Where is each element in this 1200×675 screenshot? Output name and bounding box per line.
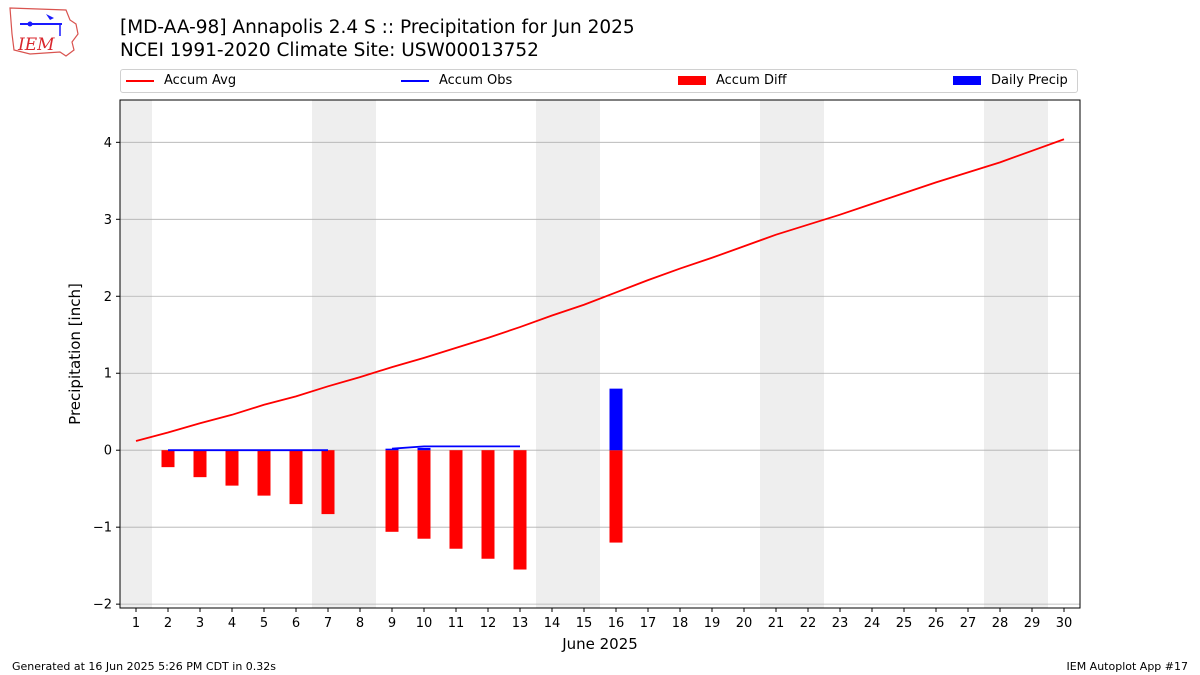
accum-diff-bar-day-2 <box>161 450 175 468</box>
logo-text: IEM <box>17 35 55 55</box>
legend-item-accum-diff: Accum Diff <box>678 73 787 91</box>
daily-precip-bar-day-16 <box>609 388 623 451</box>
x-tick-label-4: 4 <box>228 616 236 631</box>
x-tick-label-3: 3 <box>196 616 204 631</box>
x-tick-label-18: 18 <box>672 616 689 631</box>
accum-avg-line <box>135 138 1065 442</box>
x-tick-label-12: 12 <box>480 616 497 631</box>
x-tick-label-7: 7 <box>324 616 332 631</box>
x-tick-label-2: 2 <box>164 616 172 631</box>
x-tick-label-28: 28 <box>992 616 1009 631</box>
legend-label-accum-obs: Accum Obs <box>439 73 513 88</box>
weekend-band-1 <box>312 100 376 608</box>
daily-precip-bar-day-9 <box>385 448 399 451</box>
accum-diff-bar-day-10 <box>417 450 431 539</box>
accum-diff-bar-day-4 <box>225 450 239 486</box>
y-tick-label-0: −2 <box>93 598 112 613</box>
chart-title: [MD-AA-98] Annapolis 2.4 S :: Precipitat… <box>120 17 635 38</box>
x-tick-label-25: 25 <box>896 616 913 631</box>
iowa-outline-shape <box>9 7 79 57</box>
x-tick-label-14: 14 <box>544 616 561 631</box>
y-tick-label-3: 1 <box>104 367 112 382</box>
generated-footer: Generated at 16 Jun 2025 5:26 PM CDT in … <box>12 660 277 673</box>
x-tick-label-19: 19 <box>704 616 721 631</box>
legend-label-accum-avg: Accum Avg <box>164 73 237 88</box>
daily-precip-bar-day-10 <box>417 447 431 451</box>
x-tick-label-10: 10 <box>416 616 433 631</box>
y-tick-label-2: 0 <box>104 444 112 459</box>
accum-diff-bar-day-13 <box>513 450 527 570</box>
x-tick-label-27: 27 <box>960 616 977 631</box>
weekend-band-0 <box>120 100 152 608</box>
legend-swatch-daily-precip <box>953 76 981 85</box>
x-tick-label-22: 22 <box>800 616 817 631</box>
x-tick-label-1: 1 <box>132 616 140 631</box>
x-tick-label-23: 23 <box>832 616 849 631</box>
accum-diff-bar-day-12 <box>481 450 495 559</box>
legend-label-daily-precip: Daily Precip <box>991 73 1068 88</box>
x-tick-label-17: 17 <box>640 616 657 631</box>
y-axis-label: Precipitation [inch] <box>66 283 84 425</box>
legend-item-daily-precip: Daily Precip <box>953 73 1068 91</box>
chart-legend: Accum Avg Accum Obs Accum Diff Daily Pre… <box>120 69 1078 93</box>
x-tick-label-9: 9 <box>388 616 396 631</box>
accum-diff-bar-day-6 <box>289 450 303 505</box>
accum-obs-line-segment-1 <box>391 445 520 450</box>
y-tick-label-6: 4 <box>104 136 112 151</box>
y-tick-label-5: 3 <box>104 213 112 228</box>
x-tick-label-29: 29 <box>1024 616 1041 631</box>
x-tick-label-11: 11 <box>448 616 465 631</box>
x-tick-label-15: 15 <box>576 616 593 631</box>
legend-swatch-accum-diff <box>678 76 706 85</box>
y-tick-label-4: 2 <box>104 290 112 305</box>
x-tick-label-6: 6 <box>292 616 300 631</box>
legend-item-accum-avg: Accum Avg <box>126 73 236 91</box>
x-tick-label-30: 30 <box>1056 616 1073 631</box>
accum-diff-bar-day-5 <box>257 450 271 496</box>
x-tick-label-16: 16 <box>608 616 625 631</box>
x-tick-label-21: 21 <box>768 616 785 631</box>
legend-label-accum-diff: Accum Diff <box>716 73 787 88</box>
x-axis-label: June 2025 <box>561 635 638 653</box>
chart-subtitle: NCEI 1991-2020 Climate Site: USW00013752 <box>120 40 539 61</box>
x-tick-label-26: 26 <box>928 616 945 631</box>
x-tick-label-20: 20 <box>736 616 753 631</box>
x-tick-label-5: 5 <box>260 616 268 631</box>
x-tick-label-13: 13 <box>512 616 529 631</box>
legend-swatch-accum-avg <box>126 79 154 82</box>
x-tick-label-8: 8 <box>356 616 364 631</box>
legend-item-accum-obs: Accum Obs <box>401 73 512 91</box>
app-footer: IEM Autoplot App #17 <box>1066 660 1189 673</box>
iem-logo: IEM <box>9 7 79 57</box>
x-tick-label-24: 24 <box>864 616 881 631</box>
legend-swatch-accum-obs <box>401 79 429 82</box>
y-tick-label-1: −1 <box>93 521 112 536</box>
weekend-band-4 <box>984 100 1048 608</box>
plot-frame <box>119 99 1081 609</box>
weekend-band-3 <box>760 100 824 608</box>
accum-diff-bar-day-11 <box>449 450 463 549</box>
accum-diff-bar-day-7 <box>321 450 335 515</box>
weekend-band-2 <box>536 100 600 608</box>
accum-diff-bar-day-3 <box>193 450 207 478</box>
accum-diff-bar-day-16 <box>609 450 623 543</box>
accum-diff-bar-day-9 <box>385 450 399 532</box>
